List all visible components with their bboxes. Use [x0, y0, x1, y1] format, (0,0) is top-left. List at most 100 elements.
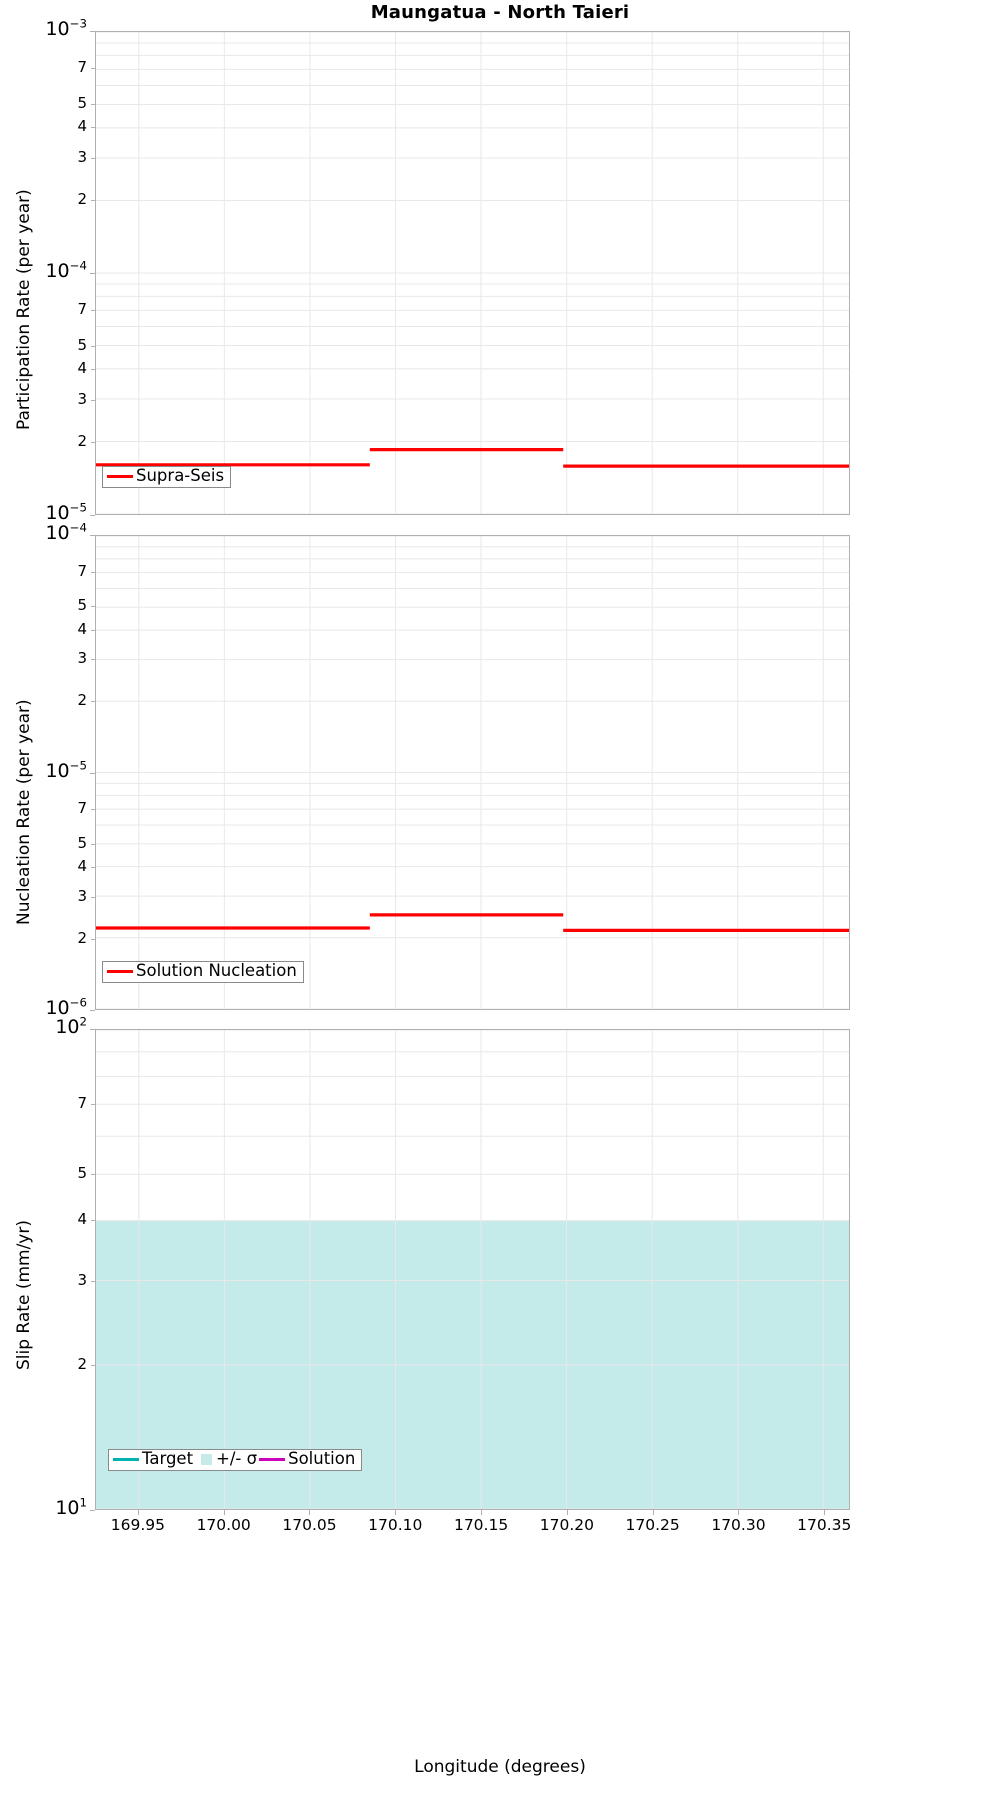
y-tick-mark	[91, 843, 95, 845]
y-tick-mark	[91, 629, 95, 631]
legend-item-solution-nucleation: Solution Nucleation	[107, 961, 299, 980]
y-tick-label-minor: 2	[77, 432, 87, 451]
y-tick-label-minor: 5	[77, 833, 87, 852]
y-tick-mark	[91, 571, 95, 573]
y-tick-label-minor: 2	[77, 190, 87, 209]
data-panel2	[96, 913, 849, 932]
legend-label: Supra-Seis	[136, 466, 225, 485]
legend-panel2: Solution Nucleation	[102, 961, 304, 983]
y-tick-label-minor: 4	[77, 1210, 87, 1229]
x-tick-label: 170.15	[453, 1516, 509, 1534]
y-tick-mark	[90, 1010, 95, 1011]
x-tick-mark	[824, 1510, 826, 1515]
y-tick-mark	[91, 68, 95, 70]
y-tick-label-minor: 5	[77, 596, 87, 615]
y-tick-label-major: 10−5	[45, 758, 87, 782]
y-tick-label-minor: 5	[77, 1163, 87, 1182]
legend-label: Solution Nucleation	[136, 961, 297, 980]
y-tick-label-minor: 7	[77, 799, 87, 818]
y-tick-mark	[91, 659, 95, 661]
y-tick-mark	[91, 1103, 95, 1105]
gridlines-panel1	[96, 32, 849, 514]
y-tick-label-minor: 4	[77, 619, 87, 638]
legend-label: Target	[142, 1449, 194, 1468]
y-tick-mark	[90, 273, 95, 274]
y-tick-label-major: 101	[55, 1495, 87, 1519]
y-tick-label-minor: 7	[77, 561, 87, 580]
y-tick-mark	[91, 127, 95, 129]
line-swatch-icon	[107, 969, 133, 973]
axis-label-longitude: Longitude (degrees)	[414, 1757, 586, 1777]
y-tick-label-minor: 3	[77, 147, 87, 166]
y-tick-mark	[91, 369, 95, 371]
x-tick-mark	[566, 1510, 568, 1515]
y-tick-mark	[91, 157, 95, 159]
y-tick-mark	[90, 1029, 95, 1030]
y-tick-label-minor: 3	[77, 649, 87, 668]
y-tick-label-minor: 5	[77, 335, 87, 354]
gridlines-panel3	[96, 1030, 849, 1509]
y-tick-label-minor: 7	[77, 1093, 87, 1112]
legend-label: Solution	[288, 1449, 356, 1468]
y-tick-label-minor: 7	[77, 58, 87, 77]
legend-item-solution: Solution	[259, 1449, 357, 1468]
legend-item-target: Target	[113, 1449, 195, 1468]
y-tick-label-minor: 7	[77, 300, 87, 319]
legend-label: +/- σ	[216, 1449, 258, 1468]
y-tick-label-major: 102	[55, 1014, 87, 1038]
axis-label-slip-rate: Slip Rate (mm/yr)	[14, 1220, 34, 1370]
x-tick-mark	[223, 1510, 225, 1515]
y-tick-label-minor: 2	[77, 928, 87, 947]
y-tick-mark	[91, 867, 95, 868]
y-tick-mark	[91, 701, 95, 702]
x-tick-mark	[395, 1510, 397, 1515]
x-tick-mark	[652, 1510, 654, 1515]
y-tick-mark	[91, 896, 95, 898]
y-tick-mark	[90, 31, 95, 32]
x-tick-mark	[137, 1510, 139, 1515]
x-tick-label: 170.10	[368, 1516, 423, 1534]
y-tick-label-minor: 2	[77, 1355, 87, 1374]
x-tick-label: 169.95	[110, 1516, 166, 1534]
y-tick-mark	[91, 399, 95, 401]
line-swatch-icon	[113, 1457, 139, 1461]
y-tick-label-major: 10−5	[45, 500, 87, 524]
y-tick-mark	[91, 1280, 95, 1282]
band-swatch-icon	[201, 1453, 213, 1465]
y-tick-label-minor: 2	[77, 691, 87, 709]
axes-slip-rate	[95, 1029, 850, 1510]
y-tick-mark	[91, 1173, 95, 1175]
x-tick-label: 170.35	[797, 1516, 852, 1534]
page-title: Maungatua - North Taieri	[370, 2, 630, 23]
y-tick-mark	[91, 606, 95, 608]
x-tick-label: 170.00	[196, 1516, 251, 1534]
y-tick-label-major: 10−3	[45, 16, 87, 40]
axes-nucleation-rate	[95, 535, 850, 1010]
x-tick-mark	[481, 1510, 483, 1515]
y-tick-mark	[91, 200, 95, 202]
x-tick-mark	[309, 1510, 311, 1515]
x-tick-label: 170.25	[625, 1516, 680, 1534]
y-tick-label-minor: 4	[77, 359, 87, 378]
y-tick-mark	[90, 535, 95, 536]
x-tick-label: 170.20	[539, 1516, 594, 1534]
legend-panel1: Supra-Seis	[102, 466, 232, 488]
y-tick-label-minor: 4	[77, 857, 87, 875]
y-tick-label-major: 10−4	[45, 520, 87, 544]
y-tick-label-minor: 4	[77, 117, 87, 136]
line-swatch-icon	[107, 474, 133, 478]
y-tick-mark	[91, 1365, 95, 1367]
data-panel1	[96, 448, 849, 468]
y-tick-mark	[91, 310, 95, 312]
legend-item-sigma-band: +/- σ	[195, 1449, 259, 1468]
x-tick-mark	[738, 1510, 740, 1515]
x-tick-label: 170.30	[711, 1516, 766, 1534]
y-tick-mark	[91, 442, 95, 444]
y-tick-mark	[91, 938, 95, 940]
y-tick-mark	[90, 772, 95, 774]
y-tick-mark	[90, 1510, 95, 1511]
y-tick-label-minor: 3	[77, 886, 87, 905]
y-tick-mark	[91, 1220, 95, 1222]
y-tick-label-minor: 3	[77, 1270, 87, 1289]
